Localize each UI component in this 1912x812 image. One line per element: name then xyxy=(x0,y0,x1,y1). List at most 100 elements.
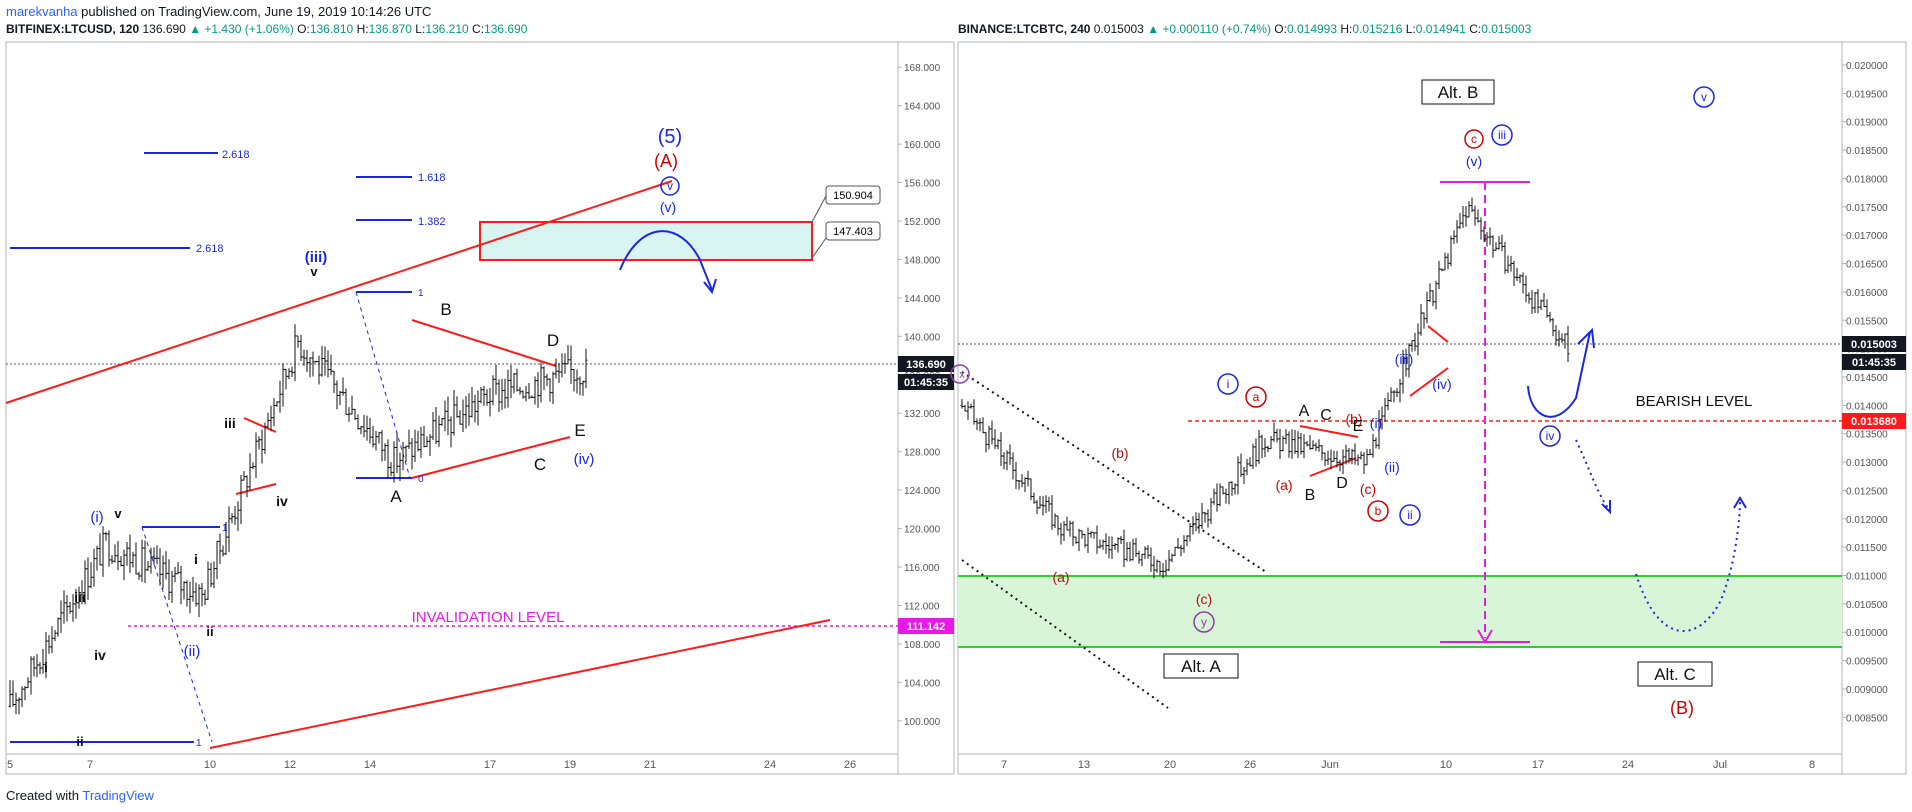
author-link[interactable]: marekvanha xyxy=(6,4,78,19)
right-timer-tag xyxy=(1842,354,1906,370)
left-price-axis[interactable]: 100.000 104.000 108.000 112.000 116.000 120.0… xyxy=(898,63,941,728)
wave-label: v xyxy=(667,179,673,193)
left-target-zone xyxy=(479,221,813,261)
left-last: 136.690 xyxy=(142,22,186,36)
publish-date: published on TradingView.com, June 19, 2… xyxy=(81,4,432,19)
wave-label: ii xyxy=(206,624,213,639)
wave-label: C xyxy=(1320,407,1332,424)
left-low: 136.210 xyxy=(425,22,469,36)
left-y-tick-label: 144.000 xyxy=(904,294,941,305)
right-x-tick-label: 20 xyxy=(1164,759,1176,771)
svg-text:0.015003: 0.015003 xyxy=(1851,339,1897,351)
wave-label: i xyxy=(44,659,48,675)
left-fib-label: 2.618 xyxy=(196,243,224,255)
wave-label: C xyxy=(534,455,546,474)
right-channel-lower xyxy=(961,559,1169,709)
wave-label: iii xyxy=(74,589,86,605)
wave-label: (a) xyxy=(1275,477,1292,493)
left-target-lower: 147.403 xyxy=(833,226,873,238)
left-last-price-tag xyxy=(898,356,954,372)
right-y-tick-label: 0.014000 xyxy=(1846,401,1888,412)
right-symbol[interactable]: BINANCE:LTCBTC, 240 xyxy=(958,22,1091,36)
created-with: Created with xyxy=(6,788,79,803)
wave-label: b xyxy=(1375,504,1382,518)
left-fib-diag-2 xyxy=(141,526,213,743)
wave-label: E xyxy=(1353,418,1364,435)
wave-label: D xyxy=(1336,475,1348,492)
right-x-tick-label: 13 xyxy=(1078,759,1090,771)
right-time-axis[interactable]: 7 13 20 26 Jun 10 17 24 Jul 8 xyxy=(1001,759,1815,771)
right-y-tick-label: 0.015500 xyxy=(1846,316,1888,327)
right-projection-arrowhead xyxy=(1577,327,1595,349)
wave-label: (B) xyxy=(1670,698,1694,718)
left-y-tick-label: 132.000 xyxy=(904,409,941,420)
left-y-tick-label: 100.000 xyxy=(904,717,941,728)
right-y-tick-label: 0.009500 xyxy=(1846,657,1888,668)
left-x-tick-label: 19 xyxy=(564,759,576,771)
right-y-tick-label: 0.010000 xyxy=(1846,628,1888,639)
right-x-tick-label: Jul xyxy=(1713,759,1727,771)
wave-circle xyxy=(1464,129,1484,149)
right-y-tick-label: 0.012000 xyxy=(1846,515,1888,526)
wave-label: (iv) xyxy=(574,451,595,468)
left-y-tick-label: 148.000 xyxy=(904,255,941,266)
right-dotted-path-2 xyxy=(1635,499,1741,633)
wave-circle xyxy=(1193,611,1215,633)
left-price-tags: 136.690 01:45:35 111.142 xyxy=(898,356,954,634)
wave-label: (iii) xyxy=(305,249,328,266)
left-x-tick-label: 5 xyxy=(7,759,13,771)
left-symbol[interactable]: BITFINEX:LTCUSD, 120 xyxy=(6,22,140,36)
right-triangle-upper xyxy=(1299,425,1359,438)
right-last: 0.015003 xyxy=(1093,22,1144,36)
wave-label: (A) xyxy=(654,151,678,171)
left-y-tick-label: 116.000 xyxy=(904,563,940,574)
right-bearish-tag xyxy=(1842,413,1906,429)
wave-label: i xyxy=(1227,377,1230,391)
right-price-tags: 0.015003 01:45:35 0.013680 xyxy=(1842,336,1906,429)
wave-label: i xyxy=(194,551,198,567)
right-x-tick-label: 10 xyxy=(1440,759,1452,771)
left-time-axis[interactable]: 5 7 10 12 14 17 19 21 24 26 xyxy=(7,759,856,771)
left-wave-labels: (5) (A) v (v) (iii) v B D E C A (iv) iii… xyxy=(44,126,682,749)
right-x-tick-label: 17 xyxy=(1532,759,1544,771)
left-x-tick-label: 17 xyxy=(484,759,496,771)
alt-box-label: Alt. A xyxy=(1181,657,1221,676)
svg-text:01:45:35: 01:45:35 xyxy=(904,377,948,389)
left-y-tick-label: 152.000 xyxy=(904,217,941,228)
right-candles xyxy=(960,197,1570,579)
right-x-tick-label: 26 xyxy=(1244,759,1256,771)
right-dotted-arrowhead-2 xyxy=(1733,496,1747,509)
left-invalidation-tag xyxy=(898,618,954,634)
left-fib-diag-1 xyxy=(355,291,411,479)
right-y-tick-label: 0.017000 xyxy=(1846,231,1888,242)
tradingview-link[interactable]: TradingView xyxy=(82,788,154,803)
wave-circle xyxy=(660,176,680,196)
left-chart-frame xyxy=(5,41,955,775)
right-projection-arrow xyxy=(1527,331,1591,418)
wave-circle xyxy=(1399,504,1421,526)
left-x-tick-label: 12 xyxy=(284,759,296,771)
wave-label: c xyxy=(1471,132,1477,146)
left-fib-label: 1.618 xyxy=(418,172,446,184)
right-bearish-label: BEARISH LEVEL xyxy=(1636,393,1753,410)
wave-label: iv xyxy=(1546,429,1555,443)
wave-label: (5) xyxy=(658,126,682,148)
wave-circle xyxy=(1491,124,1513,146)
right-price-axis[interactable]: 0.008500 0.009000 0.009500 0.010000 0.010500… xyxy=(1842,61,1888,724)
alt-box-label: Alt. C xyxy=(1654,665,1696,684)
left-fib-label: 2.618 xyxy=(222,149,250,161)
right-wave-labels: (B) c iii (v) v (iii) (iv) iv i a A C (b… xyxy=(950,86,1715,718)
left-high: 136.870 xyxy=(368,22,412,36)
left-fib-label: 1.382 xyxy=(418,216,446,228)
wave-label: iii xyxy=(1498,128,1506,142)
wave-circle xyxy=(1245,386,1267,408)
right-y-tick-label: 0.009000 xyxy=(1846,685,1888,696)
alt-a-box xyxy=(1163,653,1239,679)
wave-circle xyxy=(950,364,970,384)
left-fib-label: 1 xyxy=(196,738,202,749)
wave-label: ii xyxy=(76,734,83,749)
left-fib-label: 1 xyxy=(418,288,424,299)
left-drawings: INVALIDATION LEVEL 2.618 2.618 1.618 1.3… xyxy=(5,149,950,749)
svg-text:111.142: 111.142 xyxy=(907,621,946,633)
